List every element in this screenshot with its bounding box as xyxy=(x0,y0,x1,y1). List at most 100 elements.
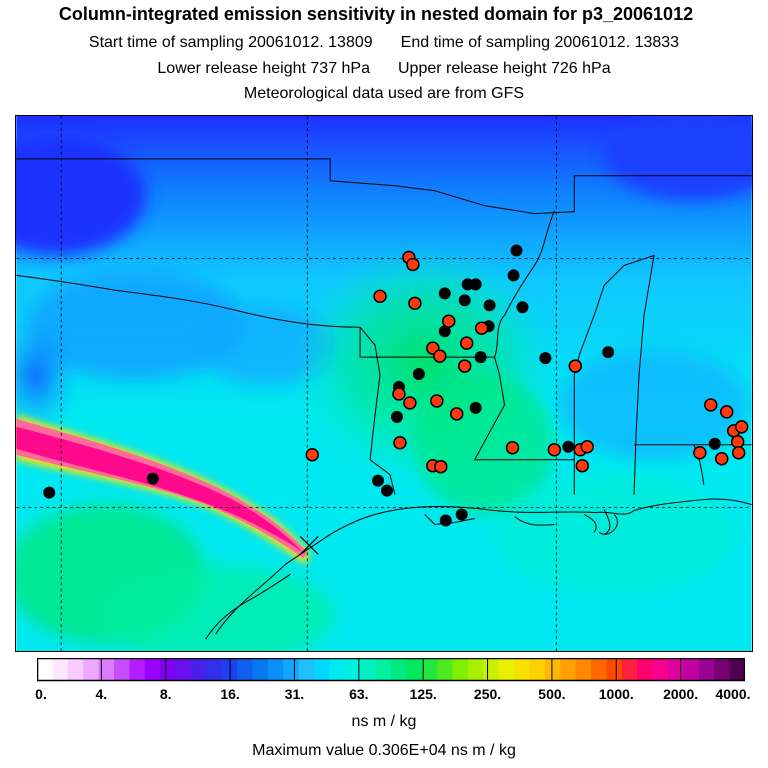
colorbar-cell xyxy=(98,658,115,681)
site-marker-black xyxy=(469,401,482,414)
site-marker-red xyxy=(406,257,420,272)
page-title: Column-integrated emission sensitivity i… xyxy=(58,4,694,24)
sampling-time-line: Start time of sampling 20061012. 13809 En… xyxy=(0,34,768,52)
colorbar-tick-label: 125. xyxy=(409,686,437,702)
site-marker-red xyxy=(719,405,734,419)
site-marker-black xyxy=(708,437,721,450)
site-marker-red xyxy=(433,349,447,363)
colorbar-tick-label: 0. xyxy=(35,686,47,702)
site-marker-black xyxy=(458,294,471,307)
site-marker-red xyxy=(457,359,472,373)
coastline-and-borders xyxy=(16,158,752,640)
colorbar-cell xyxy=(391,658,407,681)
colorbar-tick-label: 250. xyxy=(473,686,502,702)
site-marker-black xyxy=(455,508,468,521)
site-marker-red xyxy=(704,398,718,412)
site-marker-red xyxy=(474,321,489,335)
site-marker-red xyxy=(442,314,456,328)
colorbar-cell xyxy=(437,658,454,681)
colorbar-cell xyxy=(668,658,685,681)
site-marker-black xyxy=(390,410,403,423)
colorbar-cell xyxy=(129,658,146,681)
site-marker-black xyxy=(438,287,451,300)
colorbar-cell xyxy=(144,658,161,681)
colorbar-cells xyxy=(37,658,745,681)
colorbar-tick-label: 500. xyxy=(538,686,566,702)
colorbar-cell xyxy=(683,658,700,681)
site-marker-black xyxy=(602,346,615,359)
colorbar-cell xyxy=(375,658,392,681)
site-marker-red xyxy=(568,359,583,373)
colorbar-cell xyxy=(160,658,177,681)
colorbar-cell xyxy=(67,658,84,681)
sensitivity-map xyxy=(15,115,753,652)
colorbar-unit-label: ns m / kg xyxy=(351,713,417,730)
colorbar-cell xyxy=(529,658,546,681)
end-time-label: End time of sampling 20061012. 13833 xyxy=(400,34,680,51)
colorbar-cell xyxy=(267,658,284,681)
met-data-label: Meteorological data used are from GFS xyxy=(243,85,525,102)
site-marker-black xyxy=(483,299,496,312)
site-marker-red xyxy=(392,387,406,401)
colorbar-tick-label: 31. xyxy=(284,686,305,702)
site-marker-red xyxy=(734,420,749,434)
site-marker-red xyxy=(430,394,444,408)
colorbar-tick-label: 4. xyxy=(95,686,108,702)
lat-lon-grid xyxy=(16,116,752,651)
colorbar-cell xyxy=(637,658,654,681)
colorbar-cell xyxy=(406,658,423,681)
colorbar-cell xyxy=(360,658,377,681)
site-marker-red xyxy=(693,446,707,460)
site-marker-red xyxy=(715,451,729,466)
colorbar-cell xyxy=(714,658,731,681)
site-marker-black xyxy=(539,352,552,365)
site-marker-black xyxy=(510,244,523,257)
colorbar xyxy=(37,658,745,682)
site-marker-black xyxy=(474,351,487,364)
colorbar-cell xyxy=(175,658,192,681)
colorbar-cell xyxy=(729,658,745,681)
colorbar-cell xyxy=(113,658,130,681)
colorbar-cell xyxy=(298,658,315,681)
start-time-label: Start time of sampling 20061012. 13809 xyxy=(88,34,373,51)
upper-height-label: Upper release height 726 hPa xyxy=(398,60,611,77)
colorbar-cell xyxy=(498,658,515,681)
site-marker-black xyxy=(507,269,520,282)
colorbar-cell xyxy=(83,658,100,681)
colorbar-cell xyxy=(252,658,269,681)
colorbar-cell xyxy=(452,658,469,681)
colorbar-tick-label: 8. xyxy=(159,686,172,702)
colorbar-cell xyxy=(190,658,207,681)
site-marker-black xyxy=(469,278,482,291)
colorbar-cell xyxy=(52,658,69,681)
colorbar-cell xyxy=(329,658,346,681)
colorbar-cell xyxy=(483,658,500,681)
colorbar-cell xyxy=(206,658,223,681)
site-marker-red xyxy=(731,446,746,460)
site-marker-red xyxy=(505,441,520,455)
max-value-label: Maximum value 0.306E+04 ns m / kg xyxy=(252,742,516,759)
colorbar-tick-label: 4000. xyxy=(715,686,751,702)
site-marker-red xyxy=(373,289,387,304)
colorbar-cell xyxy=(467,658,484,681)
colorbar-cell xyxy=(283,658,300,681)
colorbar-cell xyxy=(575,658,592,681)
colorbar-cell xyxy=(606,658,623,681)
site-marker-red xyxy=(393,436,407,450)
sites-layer xyxy=(43,244,749,527)
colorbar-cell xyxy=(344,658,361,681)
site-marker-black xyxy=(381,484,393,497)
colorbar-tick-label: 63. xyxy=(349,686,369,702)
colorbar-frame xyxy=(37,658,745,682)
colorbar-cell xyxy=(237,658,254,681)
release-height-line: Lower release height 737 hPa Upper releas… xyxy=(0,60,768,78)
site-marker-black xyxy=(412,368,425,381)
colorbar-cell xyxy=(421,658,438,681)
colorbar-cell xyxy=(37,658,53,681)
release-point-icon xyxy=(299,536,319,555)
colorbar-cell xyxy=(621,658,638,681)
site-marker-black xyxy=(516,301,529,314)
colorbar-cell xyxy=(698,658,715,681)
colorbar-cell xyxy=(591,658,608,681)
site-marker-black xyxy=(438,325,451,338)
